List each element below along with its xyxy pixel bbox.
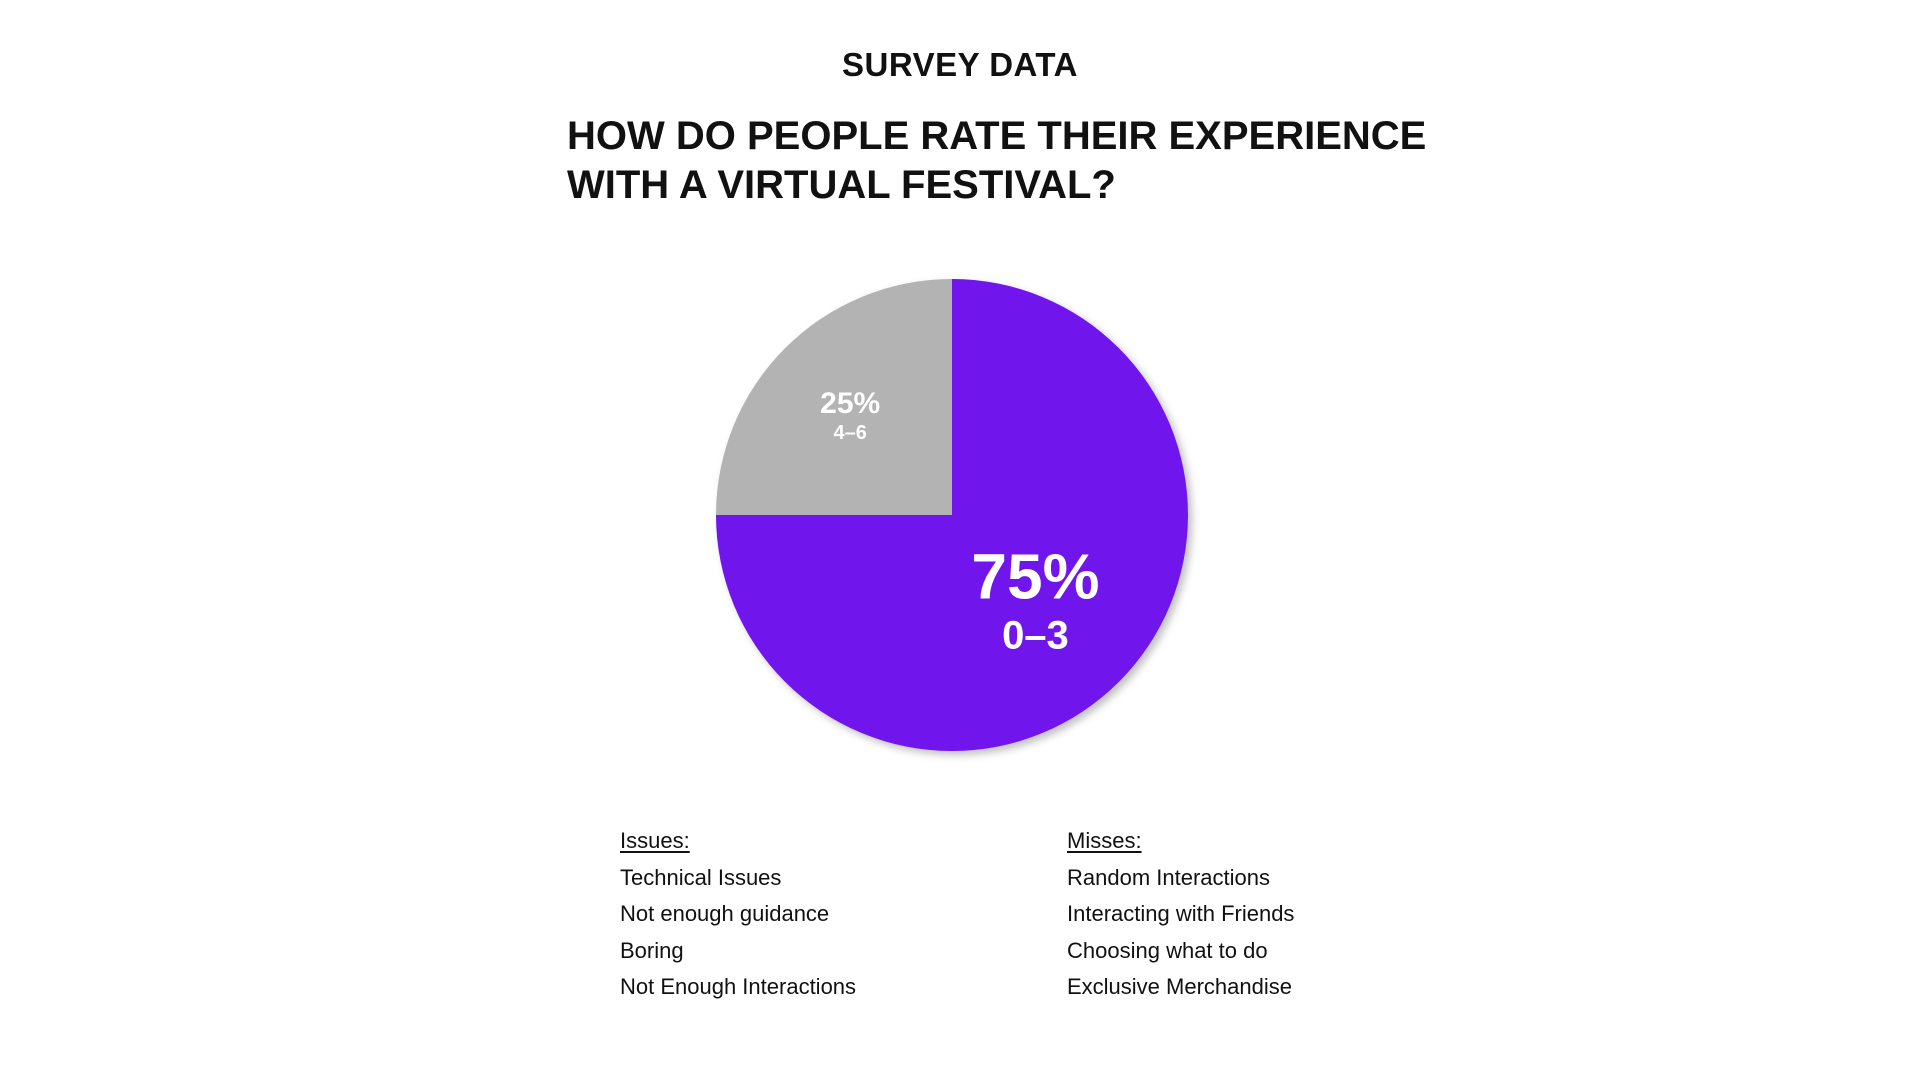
issues-list: Issues: Technical Issues Not enough guid…: [620, 823, 856, 1006]
eyebrow-title: SURVEY DATA: [842, 46, 1078, 83]
issues-item: Boring: [620, 937, 684, 963]
pie-value-label: 75%: [971, 540, 1099, 612]
misses-item: Random Interactions: [1067, 864, 1270, 890]
misses-heading: Misses:: [1067, 828, 1142, 853]
misses-item: Choosing what to do: [1067, 937, 1268, 963]
issues-item: Technical Issues: [620, 864, 782, 890]
pie-category-label: 0–3: [1002, 613, 1069, 657]
issues-item: Not Enough Interactions: [620, 974, 857, 999]
question-title: HOW DO PEOPLE RATE THEIR EXPERIENCE WITH…: [567, 112, 1467, 210]
pie-value-label: 25%: [820, 387, 880, 420]
misses-item: Interacting with Friends: [1067, 901, 1295, 926]
issues-heading: Issues:: [620, 828, 690, 853]
misses-list: Misses: Random Interactions Interacting …: [1067, 823, 1294, 1006]
pie-slice-0–3: [716, 279, 1188, 751]
pie-category-label: 4–6: [834, 422, 867, 444]
question-line-1: HOW DO PEOPLE RATE THEIR EXPERIENCE: [567, 114, 1427, 158]
question-line-2: WITH A VIRTUAL FESTIVAL?: [567, 163, 1116, 207]
misses-item: Exclusive Merchandise: [1067, 974, 1292, 999]
pie-slice-4–6: [716, 279, 952, 515]
issues-item: Not enough guidance: [620, 901, 830, 926]
